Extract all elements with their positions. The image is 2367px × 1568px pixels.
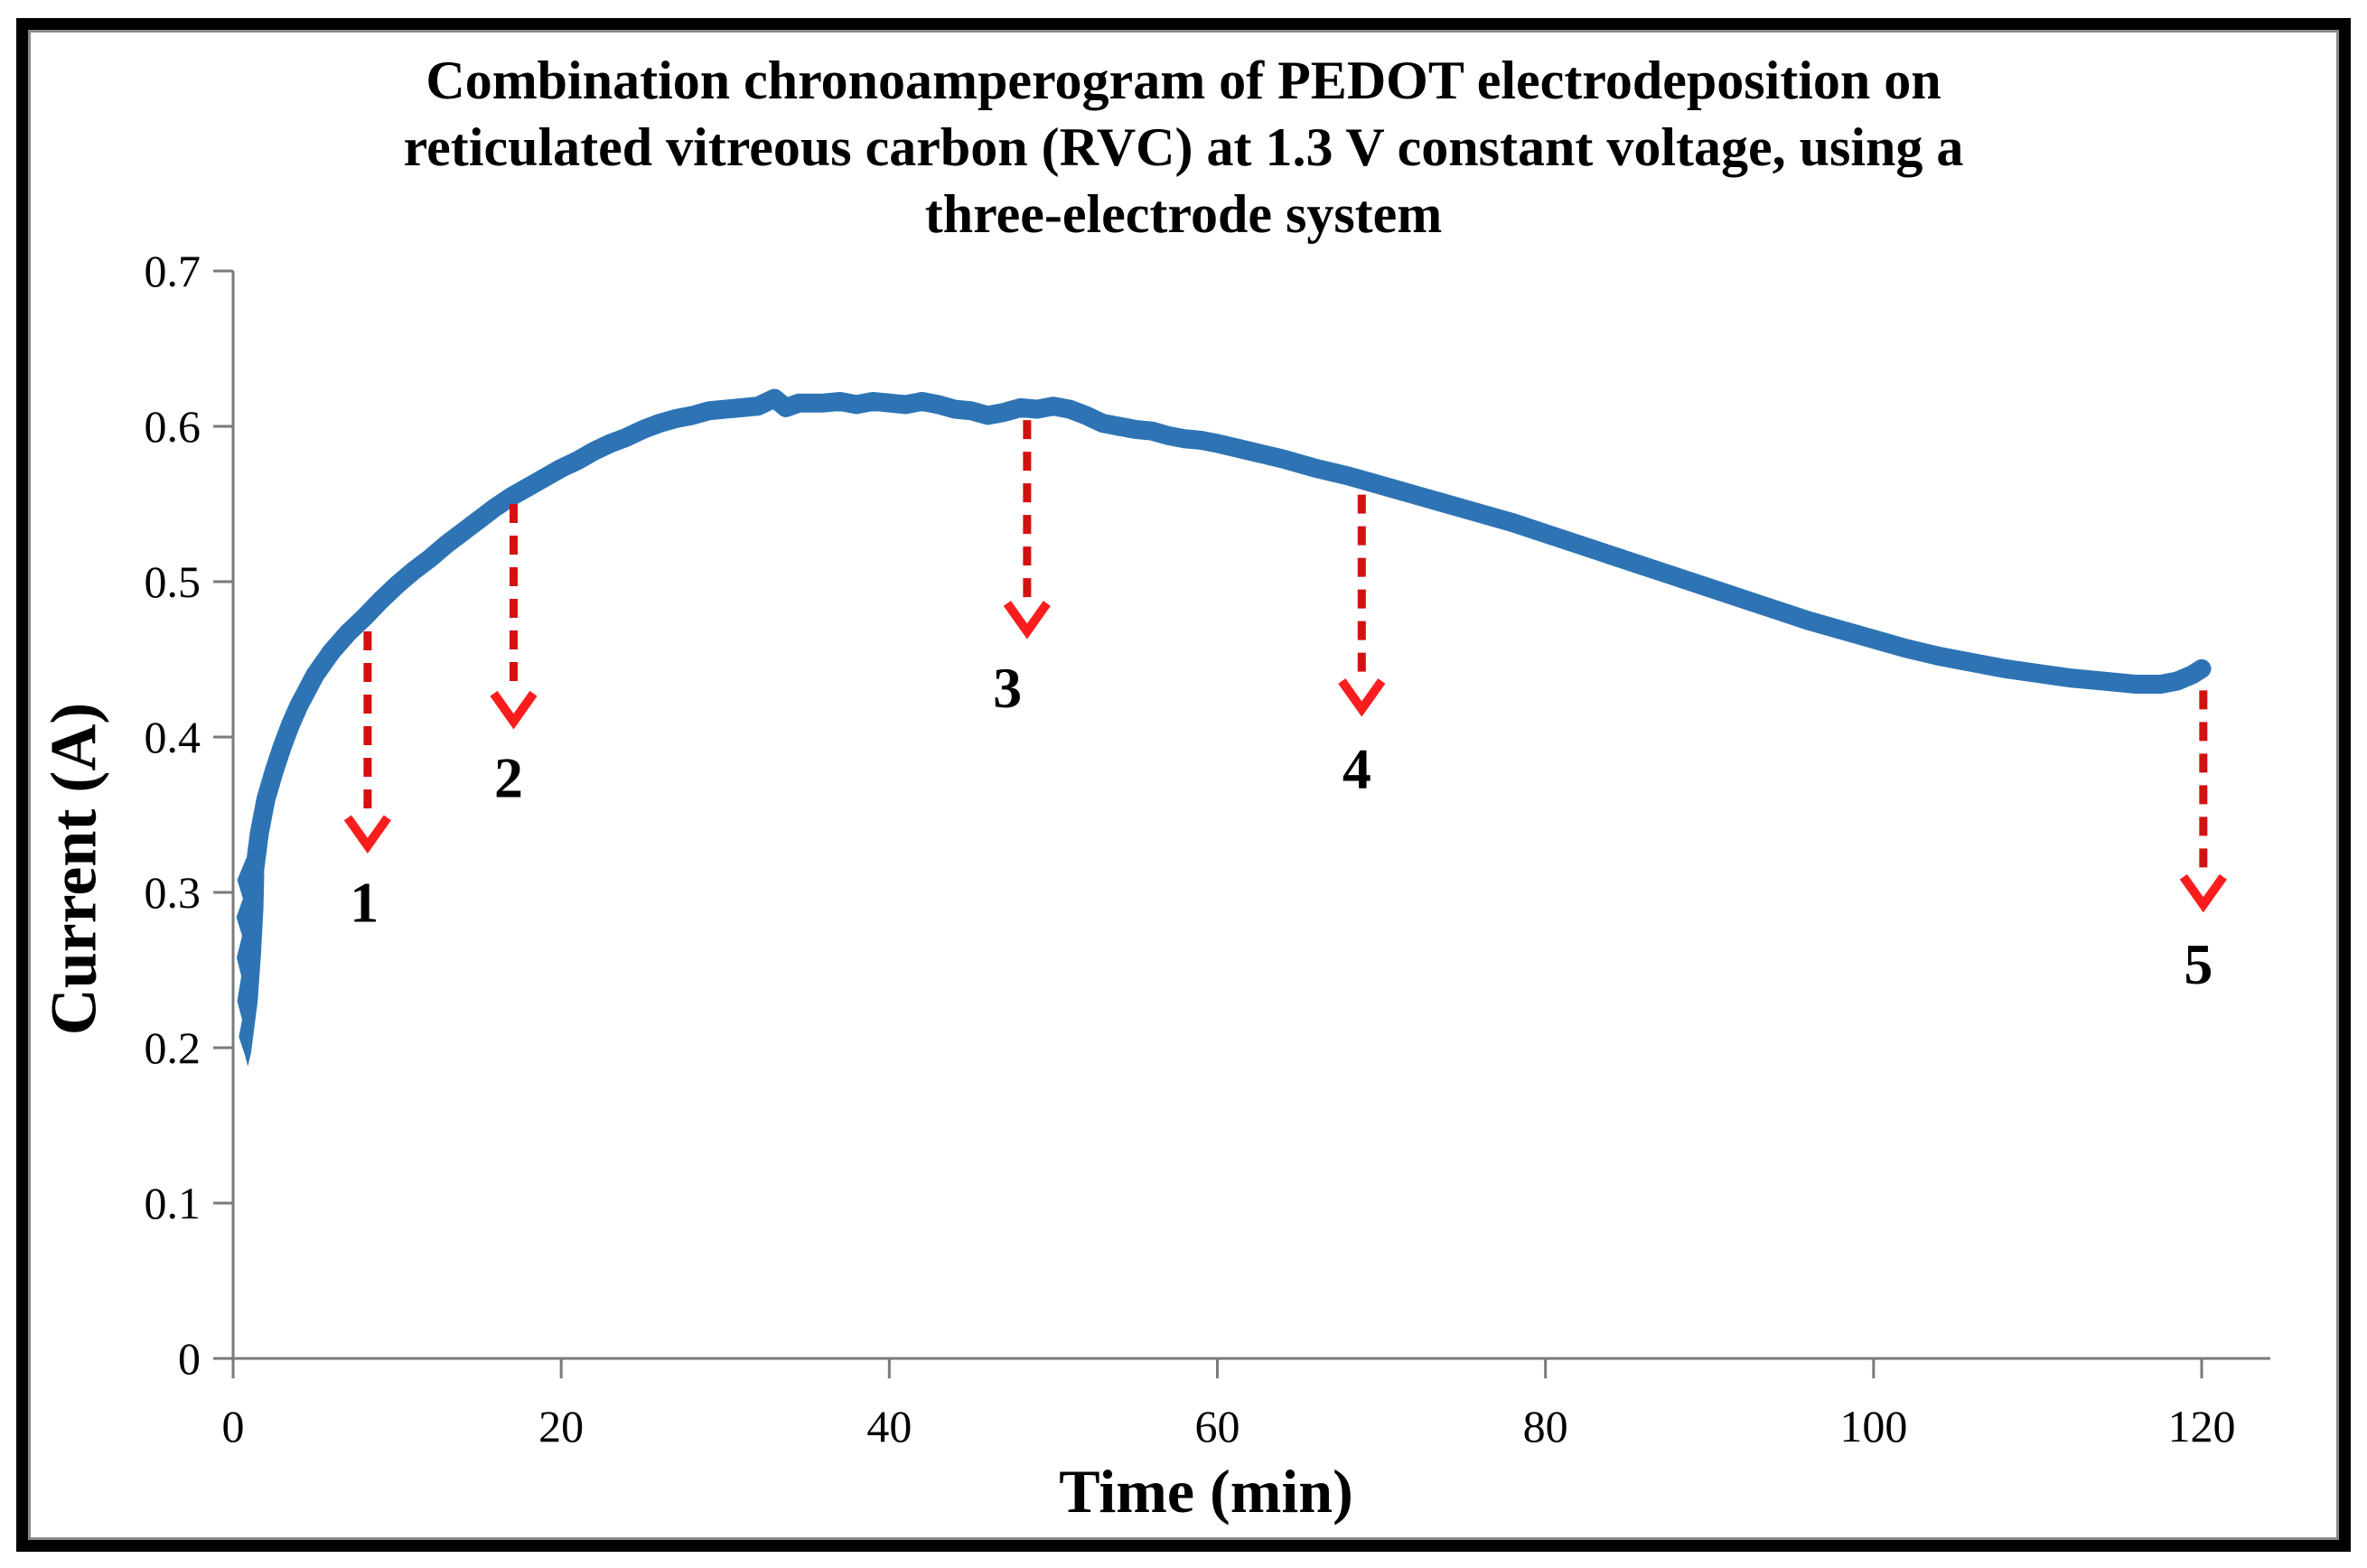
x-tick-label: 20 xyxy=(538,1401,584,1451)
x-tick-label: 120 xyxy=(2168,1401,2236,1451)
annotation-arrowhead-1 xyxy=(343,815,391,854)
figure-frame xyxy=(16,18,2351,1552)
y-tick-label: 0 xyxy=(178,1333,201,1384)
chart-title-line-2: reticulated vitreous carbon (RVC) at 1.3… xyxy=(403,117,1964,177)
y-tick-label: 0.4 xyxy=(145,712,201,762)
y-axis-title: Current (A) xyxy=(37,702,110,1036)
annotation-arrowhead-3 xyxy=(1003,601,1051,639)
x-axis-title: Time (min) xyxy=(0,1456,2367,1527)
x-tick-label: 40 xyxy=(866,1401,912,1451)
annotation-label-5: 5 xyxy=(2184,932,2213,996)
y-tick-label: 0.1 xyxy=(145,1178,201,1228)
y-tick-label: 0.5 xyxy=(145,556,201,607)
annotation-arrowhead-2 xyxy=(490,690,538,730)
x-tick-label: 80 xyxy=(1523,1401,1568,1451)
y-tick-label: 0.3 xyxy=(145,867,201,918)
chart-title-line-1: Combination chronoamperogram of PEDOT el… xyxy=(426,51,1941,110)
y-tick-label: 0.6 xyxy=(145,401,201,452)
y-tick-label: 0.2 xyxy=(145,1022,201,1073)
chart-title: Combination chronoamperogram of PEDOT el… xyxy=(145,47,2222,247)
annotation-label-3: 3 xyxy=(993,656,1022,720)
x-tick-label: 100 xyxy=(1839,1401,1907,1451)
x-axis-title-text: Time (min) xyxy=(1059,1457,1353,1526)
annotation-arrowhead-4 xyxy=(1338,678,1386,717)
annotation-label-4: 4 xyxy=(1343,736,1371,800)
annotation-label-2: 2 xyxy=(494,746,523,810)
annotation-arrowhead-5 xyxy=(2179,873,2227,913)
annotation-label-1: 1 xyxy=(350,870,379,934)
series-current-curve xyxy=(243,388,2212,894)
x-tick-label: 60 xyxy=(1195,1401,1240,1451)
y-tick-label: 0.7 xyxy=(145,246,201,296)
series-start-cluster xyxy=(236,852,265,1067)
chart-title-line-3: three-electrode system xyxy=(924,184,1443,244)
x-tick-label: 0 xyxy=(222,1401,245,1451)
